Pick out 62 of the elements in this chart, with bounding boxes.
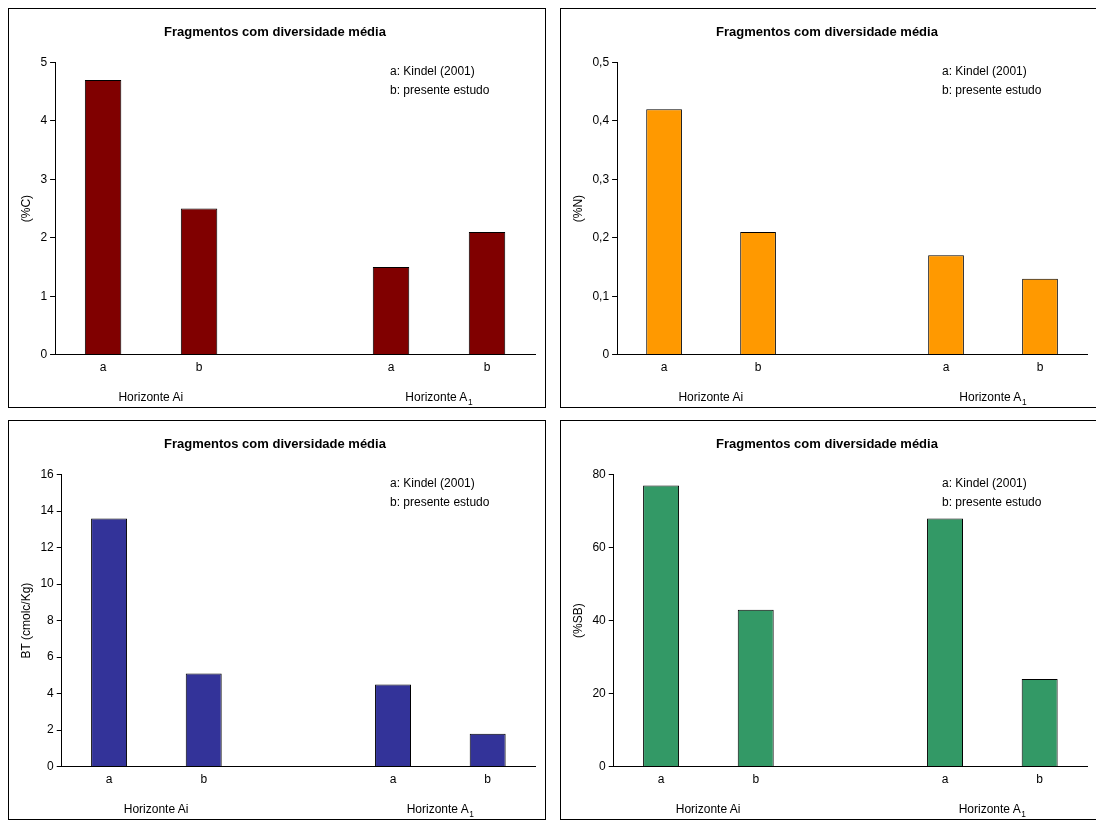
- text: Horizonte Ai: [675, 802, 741, 816]
- y-tick-label: 2: [40, 230, 48, 245]
- y-tick-label: 0: [40, 346, 48, 361]
- x-tick-label: a: [660, 360, 668, 375]
- y-tick-label: 4: [47, 685, 55, 700]
- y-tick-label: 5: [40, 54, 48, 69]
- y-axis-title: (%N): [570, 194, 585, 223]
- annotation: a: Kindel (2001): [390, 63, 475, 78]
- x-tick-label: b: [1036, 360, 1044, 375]
- annotation: a: Kindel (2001): [942, 475, 1027, 490]
- x-tick-label: a: [657, 772, 665, 787]
- y-tick-label: 1: [40, 288, 48, 303]
- annotation: a: Kindel (2001): [390, 475, 475, 490]
- y-tick-label: 40: [592, 612, 607, 627]
- chart-title: Fragmentos com diversidade média: [716, 436, 939, 452]
- annotation: b: presente estudo: [390, 494, 490, 509]
- chart-title: Fragmentos com diversidade média: [164, 24, 387, 40]
- annotation: b: presente estudo: [942, 82, 1042, 97]
- x-tick-label: a: [105, 772, 113, 787]
- y-tick-label: 80: [592, 466, 607, 481]
- y-tick-label: 0,5: [592, 54, 610, 69]
- y-axis-title: BT (cmolc/Kg): [18, 582, 33, 659]
- y-tick-label: 6: [47, 649, 55, 664]
- y-tick-label: 2: [47, 722, 55, 737]
- x-tick-label: b: [195, 360, 203, 375]
- x-tick-label: b: [752, 772, 760, 787]
- y-tick-label: 0: [602, 346, 610, 361]
- text: Horizonte Ai: [118, 390, 184, 404]
- x-tick-label: b: [484, 772, 492, 787]
- text: Horizonte Ai: [678, 390, 744, 404]
- y-tick-label: 0: [47, 758, 55, 773]
- annotation: a: Kindel (2001): [942, 63, 1027, 78]
- y-axis-title: (%C): [18, 194, 33, 223]
- text: Horizonte Ai: [123, 802, 189, 816]
- annotation: b: presente estudo: [390, 82, 490, 97]
- x-tick-label: a: [942, 360, 950, 375]
- chart-title: Fragmentos com diversidade média: [164, 436, 387, 452]
- x-tick-label: b: [754, 360, 762, 375]
- y-tick-label: 0,1: [592, 288, 610, 303]
- x-tick-label: a: [389, 772, 397, 787]
- y-tick-label: 12: [40, 539, 55, 554]
- y-tick-label: 4: [40, 113, 48, 128]
- y-tick-label: 3: [40, 171, 48, 186]
- y-tick-label: 20: [592, 685, 607, 700]
- y-tick-label: 0: [599, 758, 607, 773]
- x-tick-label: b: [200, 772, 208, 787]
- y-tick-label: 0,3: [592, 171, 610, 186]
- y-tick-label: 8: [47, 612, 55, 627]
- y-tick-label: 14: [40, 503, 55, 518]
- y-tick-label: 0,2: [592, 230, 610, 245]
- x-tick-label: b: [483, 360, 491, 375]
- x-tick-label: a: [387, 360, 395, 375]
- x-tick-label: a: [941, 772, 949, 787]
- y-tick-label: 16: [40, 466, 55, 481]
- y-tick-label: 0,4: [592, 113, 610, 128]
- y-tick-label: 10: [40, 576, 55, 591]
- chart-title: Fragmentos com diversidade média: [716, 24, 939, 40]
- annotation: b: presente estudo: [942, 494, 1042, 509]
- x-tick-label: b: [1036, 772, 1044, 787]
- x-tick-label: a: [99, 360, 107, 375]
- y-axis-title: (%SB): [570, 603, 585, 638]
- y-tick-label: 60: [592, 539, 607, 554]
